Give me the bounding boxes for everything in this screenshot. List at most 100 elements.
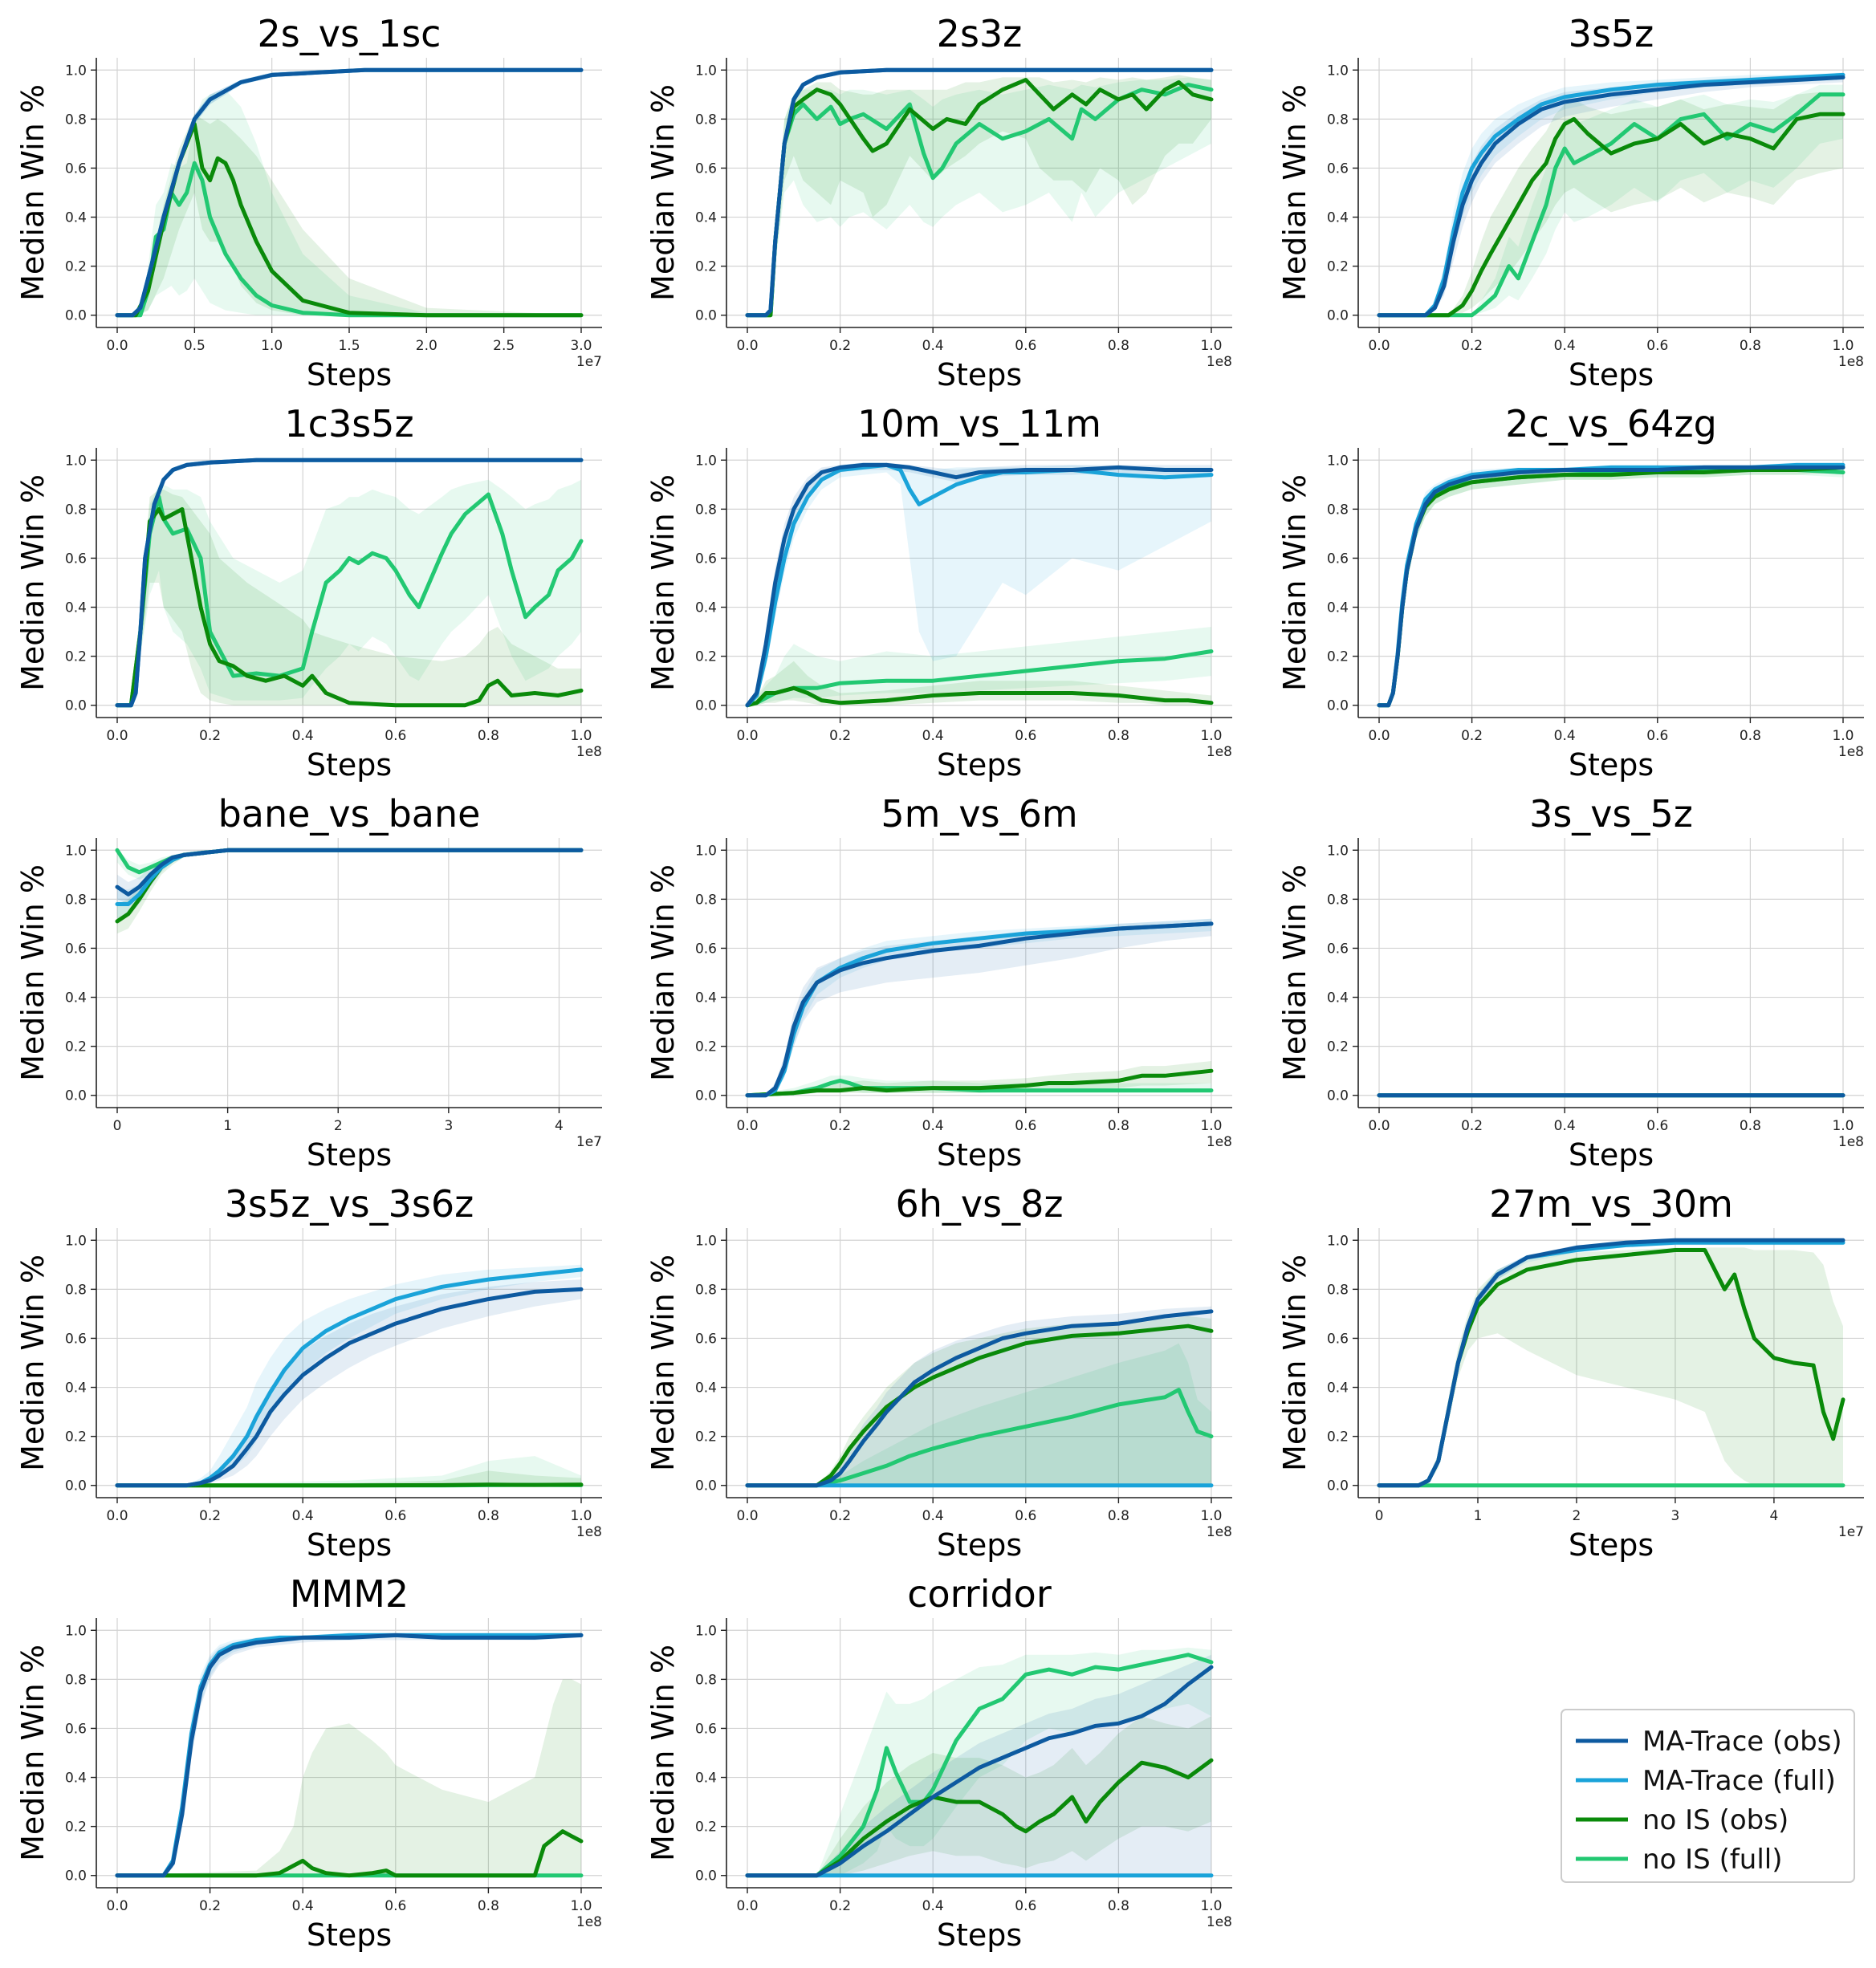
panel-1c3s5z-line-ma-trace-obs xyxy=(115,457,584,708)
panel-2c-vs-64zg-ylabel: Median Win % xyxy=(1277,474,1312,691)
panel-3s5z-vs-3s6z-band-no-is-obs xyxy=(117,1470,581,1486)
panel-3s5z-band-ma-trace-full xyxy=(1379,72,1843,315)
panel-3s5z-ytick-label-0: 0.0 xyxy=(1327,308,1349,324)
panel-2c-vs-64zg-xtick-label-1: 0.2 xyxy=(1461,728,1483,744)
panel-5m-vs-6m-xtick-label-0: 0.0 xyxy=(736,1118,758,1134)
panel-1c3s5z-ytick-label-4: 0.8 xyxy=(65,502,87,518)
panel-2s3z-band-ma-trace-full xyxy=(747,70,1211,315)
panel-5m-vs-6m-ytick-label-3: 0.6 xyxy=(695,941,717,957)
panel-3s5z-vs-3s6z-line-no-is-obs xyxy=(115,1482,584,1488)
panel-3s5z-xlabel: Steps xyxy=(1569,357,1654,392)
panel-3s5z-vs-3s6z-xtick-label-2: 0.4 xyxy=(292,1508,314,1524)
panel-3s5z-vs-3s6z-band-ma-trace-obs xyxy=(117,1279,581,1486)
panel-bane-vs-bane-axis-multiplier: 1e7 xyxy=(576,1134,602,1150)
panel-2s3z-line-no-is-full xyxy=(745,83,1214,318)
panel-27m-vs-30m-ytick-label-0: 0.0 xyxy=(1327,1478,1349,1494)
panel-2s3z-band-no-is-obs xyxy=(747,75,1211,315)
panel-mmm2-line-ma-trace-obs xyxy=(115,1633,584,1878)
panel-3s5z-vs-3s6z-ytick-label-5: 1.0 xyxy=(65,1233,87,1249)
panel-mmm2-ytick-label-3: 0.6 xyxy=(65,1721,87,1737)
panel-2s-vs-1sc-axis-multiplier: 1e7 xyxy=(576,354,602,370)
panel-mmm2-ylabel: Median Win % xyxy=(15,1645,51,1861)
panel-1c3s5z-xtick-label-5: 1.0 xyxy=(570,728,592,744)
panel-2s-vs-1sc-ytick-label-5: 1.0 xyxy=(65,63,87,79)
panel-3s-vs-5z: 0.0 0.2 0.4 0.6 0.8 1.0 0.0 0.2 0.4 0.6 0.8 1.0 3s_v… xyxy=(1277,792,1864,1173)
panel-5m-vs-6m-xtick-label-1: 0.2 xyxy=(829,1118,851,1134)
panel-3s-vs-5z-axis-multiplier: 1e8 xyxy=(1838,1134,1864,1150)
panel-5m-vs-6m-ytick-label-1: 0.2 xyxy=(695,1039,717,1055)
subplot-grid: 0.0 0.2 0.4 0.6 0.8 1.0 0.0 0.5 1.0 1.5 2.0 2.5 3.0 2… xyxy=(15,12,1864,1953)
panel-3s5z-vs-3s6z-xtick-label-4: 0.8 xyxy=(478,1508,499,1524)
panel-27m-vs-30m-ylabel: Median Win % xyxy=(1277,1254,1312,1471)
panel-corridor-xtick-label-3: 0.6 xyxy=(1015,1898,1036,1914)
panel-corridor-ytick-label-5: 1.0 xyxy=(695,1623,717,1639)
panel-5m-vs-6m-xtick-label-4: 0.8 xyxy=(1108,1118,1129,1134)
panel-27m-vs-30m-ytick-label-2: 0.4 xyxy=(1327,1380,1349,1397)
panel-2s-vs-1sc-ytick-label-4: 0.8 xyxy=(65,112,87,128)
panel-6h-vs-8z-ytick-label-1: 0.2 xyxy=(695,1429,717,1446)
panel-2s-vs-1sc-xtick-label-2: 1.0 xyxy=(261,338,283,354)
panel-2s3z-ytick-label-5: 1.0 xyxy=(695,63,717,79)
panel-2s3z-xtick-label-3: 0.6 xyxy=(1015,338,1036,354)
panel-2s-vs-1sc-xtick-label-3: 1.5 xyxy=(338,338,360,354)
panel-5m-vs-6m-xtick-label-2: 0.4 xyxy=(922,1118,944,1134)
legend-label-ma-trace-obs: MA-Trace (obs) xyxy=(1642,1726,1842,1758)
panel-10m-vs-11m-line-ma-trace-obs xyxy=(745,462,1214,708)
panel-3s-vs-5z-xtick-label-3: 0.6 xyxy=(1646,1118,1668,1134)
panel-6h-vs-8z-xtick-label-0: 0.0 xyxy=(736,1508,758,1524)
panel-2s3z-ytick-label-3: 0.6 xyxy=(695,161,717,177)
legend-frame xyxy=(1561,1709,1855,1883)
panel-5m-vs-6m: 0.0 0.2 0.4 0.6 0.8 1.0 0.0 0.2 0.4 0.6 0.8 1.0 5m_v… xyxy=(645,792,1232,1173)
panel-mmm2-ytick-label-4: 0.8 xyxy=(65,1672,87,1688)
panel-mmm2-xtick-label-5: 1.0 xyxy=(570,1898,592,1914)
panel-mmm2-title: MMM2 xyxy=(290,1572,409,1616)
panel-2s3z-xtick-label-2: 0.4 xyxy=(922,338,944,354)
panel-corridor-band-no-is-full xyxy=(747,1647,1211,1876)
panel-3s-vs-5z-ytick-label-1: 0.2 xyxy=(1327,1039,1349,1055)
panel-3s5z-vs-3s6z-title: 3s5z_vs_3s6z xyxy=(225,1182,474,1226)
legend-label-no-is-full: no IS (full) xyxy=(1642,1844,1783,1876)
panel-mmm2-ytick-label-2: 0.4 xyxy=(65,1771,87,1787)
panel-1c3s5z-ytick-label-0: 0.0 xyxy=(65,698,87,714)
panel-2c-vs-64zg-xtick-label-3: 0.6 xyxy=(1646,728,1668,744)
panel-corridor-line-no-is-obs xyxy=(745,1758,1214,1878)
panel-2s3z-axis-multiplier: 1e8 xyxy=(1207,354,1232,370)
panel-3s5z-ylabel: Median Win % xyxy=(1277,84,1312,301)
panel-3s5z-vs-3s6z-axis-multiplier: 1e8 xyxy=(576,1524,602,1540)
panel-bane-vs-bane-xlabel: Steps xyxy=(307,1137,392,1173)
panel-2s-vs-1sc-band-no-is-full xyxy=(117,89,581,315)
panel-2s-vs-1sc-xtick-label-5: 2.5 xyxy=(493,338,515,354)
panel-3s-vs-5z-xtick-label-5: 1.0 xyxy=(1832,1118,1854,1134)
panel-2s-vs-1sc-ytick-label-0: 0.0 xyxy=(65,308,87,324)
panel-bane-vs-bane-ytick-label-1: 0.2 xyxy=(65,1039,87,1055)
panel-corridor-ytick-label-1: 0.2 xyxy=(695,1820,717,1836)
panel-3s5z-ytick-label-2: 0.4 xyxy=(1327,210,1349,226)
panel-bane-vs-bane-ytick-label-3: 0.6 xyxy=(65,941,87,957)
panel-2s3z-xtick-label-0: 0.0 xyxy=(736,338,758,354)
panel-2s-vs-1sc-xtick-label-6: 3.0 xyxy=(570,338,592,354)
panel-3s5z-line-no-is-obs xyxy=(1377,112,1845,318)
panel-3s5z-xtick-label-1: 0.2 xyxy=(1461,338,1483,354)
panel-10m-vs-11m-xtick-label-3: 0.6 xyxy=(1015,728,1036,744)
panel-3s5z-ytick-label-4: 0.8 xyxy=(1327,112,1349,128)
panel-3s5z-ytick-label-1: 0.2 xyxy=(1327,259,1349,275)
panel-2s-vs-1sc-line-ma-trace-obs xyxy=(115,67,584,318)
panel-bane-vs-bane-xtick-label-4: 4 xyxy=(555,1118,564,1134)
panel-2s-vs-1sc-line-no-is-full xyxy=(115,161,584,318)
panel-2s3z-band-ma-trace-obs xyxy=(747,70,1211,315)
panel-1c3s5z: 0.0 0.2 0.4 0.6 0.8 1.0 0.0 0.2 0.4 0.6 0.8 1.0 1c3s… xyxy=(15,402,602,783)
panel-3s-vs-5z-ytick-label-0: 0.0 xyxy=(1327,1088,1349,1104)
panel-1c3s5z-line-no-is-full xyxy=(115,492,584,708)
panel-corridor-xlabel: Steps xyxy=(937,1917,1022,1953)
panel-2s3z-ytick-label-4: 0.8 xyxy=(695,112,717,128)
panel-10m-vs-11m-xtick-label-2: 0.4 xyxy=(922,728,944,744)
panel-3s5z-xtick-label-3: 0.6 xyxy=(1646,338,1668,354)
panel-bane-vs-bane-xtick-label-3: 3 xyxy=(444,1118,453,1134)
panel-corridor-xtick-label-0: 0.0 xyxy=(736,1898,758,1914)
panel-1c3s5z-xtick-label-2: 0.4 xyxy=(292,728,314,744)
panel-bane-vs-bane-line-ma-trace-obs xyxy=(115,848,584,897)
panel-3s5z: 0.0 0.2 0.4 0.6 0.8 1.0 0.0 0.2 0.4 0.6 0.8 1.0 3s5z… xyxy=(1277,12,1864,392)
panel-5m-vs-6m-ylabel: Median Win % xyxy=(645,864,681,1081)
panel-2c-vs-64zg-band-no-is-full xyxy=(1379,465,1843,705)
